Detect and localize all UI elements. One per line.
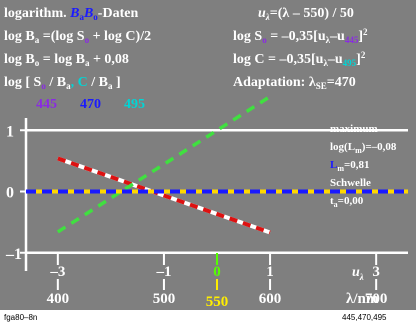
x-u-tick-label: 3 — [372, 264, 380, 280]
wavelength-violet: 445 — [36, 97, 57, 112]
legend-t: ta=0,00 — [330, 195, 364, 209]
header-line-3: log Bo = log Ba + 0,08 — [4, 52, 129, 68]
legend-logL: log(Lm)=–0,08 — [330, 141, 397, 155]
legend-schwelle: Schwelle — [330, 177, 371, 189]
x-nm-tick-label: 700 — [365, 291, 388, 307]
x-u-tick-label: –3 — [49, 264, 65, 280]
legend-maximum: maximum — [330, 123, 378, 135]
y-tick-label: 0 — [6, 185, 14, 202]
x-u-tick-label: –1 — [155, 264, 171, 280]
legend-box: maximum log(Lm)=–0,08 Lm=0,81 Schwelle t… — [330, 123, 397, 209]
header-line-4: log [ So / Ba, C / Ba ] — [4, 75, 121, 91]
y-tick-label: –1 — [5, 246, 22, 263]
y-ticks: 1 0 –1 — [5, 123, 26, 263]
header-right-line-3: log C = –0,35[uλ–u495]2 — [233, 50, 366, 68]
legend-L: Lm=0,81 — [330, 159, 370, 173]
series-line-red — [57, 156, 271, 235]
header-line-2: log Ba =(log So + log C)/2 — [4, 29, 151, 45]
x-nm-tick-label: 600 — [259, 291, 282, 307]
chart-background — [0, 0, 416, 310]
grid-layer — [24, 118, 408, 271]
footer-right: 445,470,495 — [342, 313, 387, 322]
x-u-tick-label: 1 — [266, 264, 274, 280]
x-u-tick-label: 0 — [213, 264, 221, 280]
series-layer — [26, 95, 408, 235]
y-tick-label: 1 — [6, 123, 14, 140]
x-u-axis-label: uλ — [352, 265, 364, 282]
footer-left: fga80–8n — [4, 313, 37, 322]
x-nm-tick-label: 500 — [153, 291, 176, 307]
wavelength-cyan: 495 — [124, 97, 145, 112]
header-right-line-1: uλ=(λ – 550) / 50 — [258, 6, 354, 22]
header-line-1: logarithm. BaBo-Daten — [4, 6, 138, 22]
series-line-green — [56, 95, 271, 234]
x-nm-ticks: 400 500 550 600 700 — [47, 279, 388, 310]
wavelength-blue: 470 — [80, 97, 101, 112]
x-nm-axis-label: λ/nm — [346, 291, 379, 307]
x-u-ticks: –3 –1 0 1 3 — [49, 253, 380, 280]
header-right-line-2: log So = –0,35[uλ–u445]2 — [233, 27, 368, 45]
x-nm-tick-label: 550 — [206, 294, 229, 310]
x-nm-tick-label: 400 — [47, 291, 70, 307]
header-right-line-4: Adaptation: λSE=470 — [233, 75, 356, 91]
